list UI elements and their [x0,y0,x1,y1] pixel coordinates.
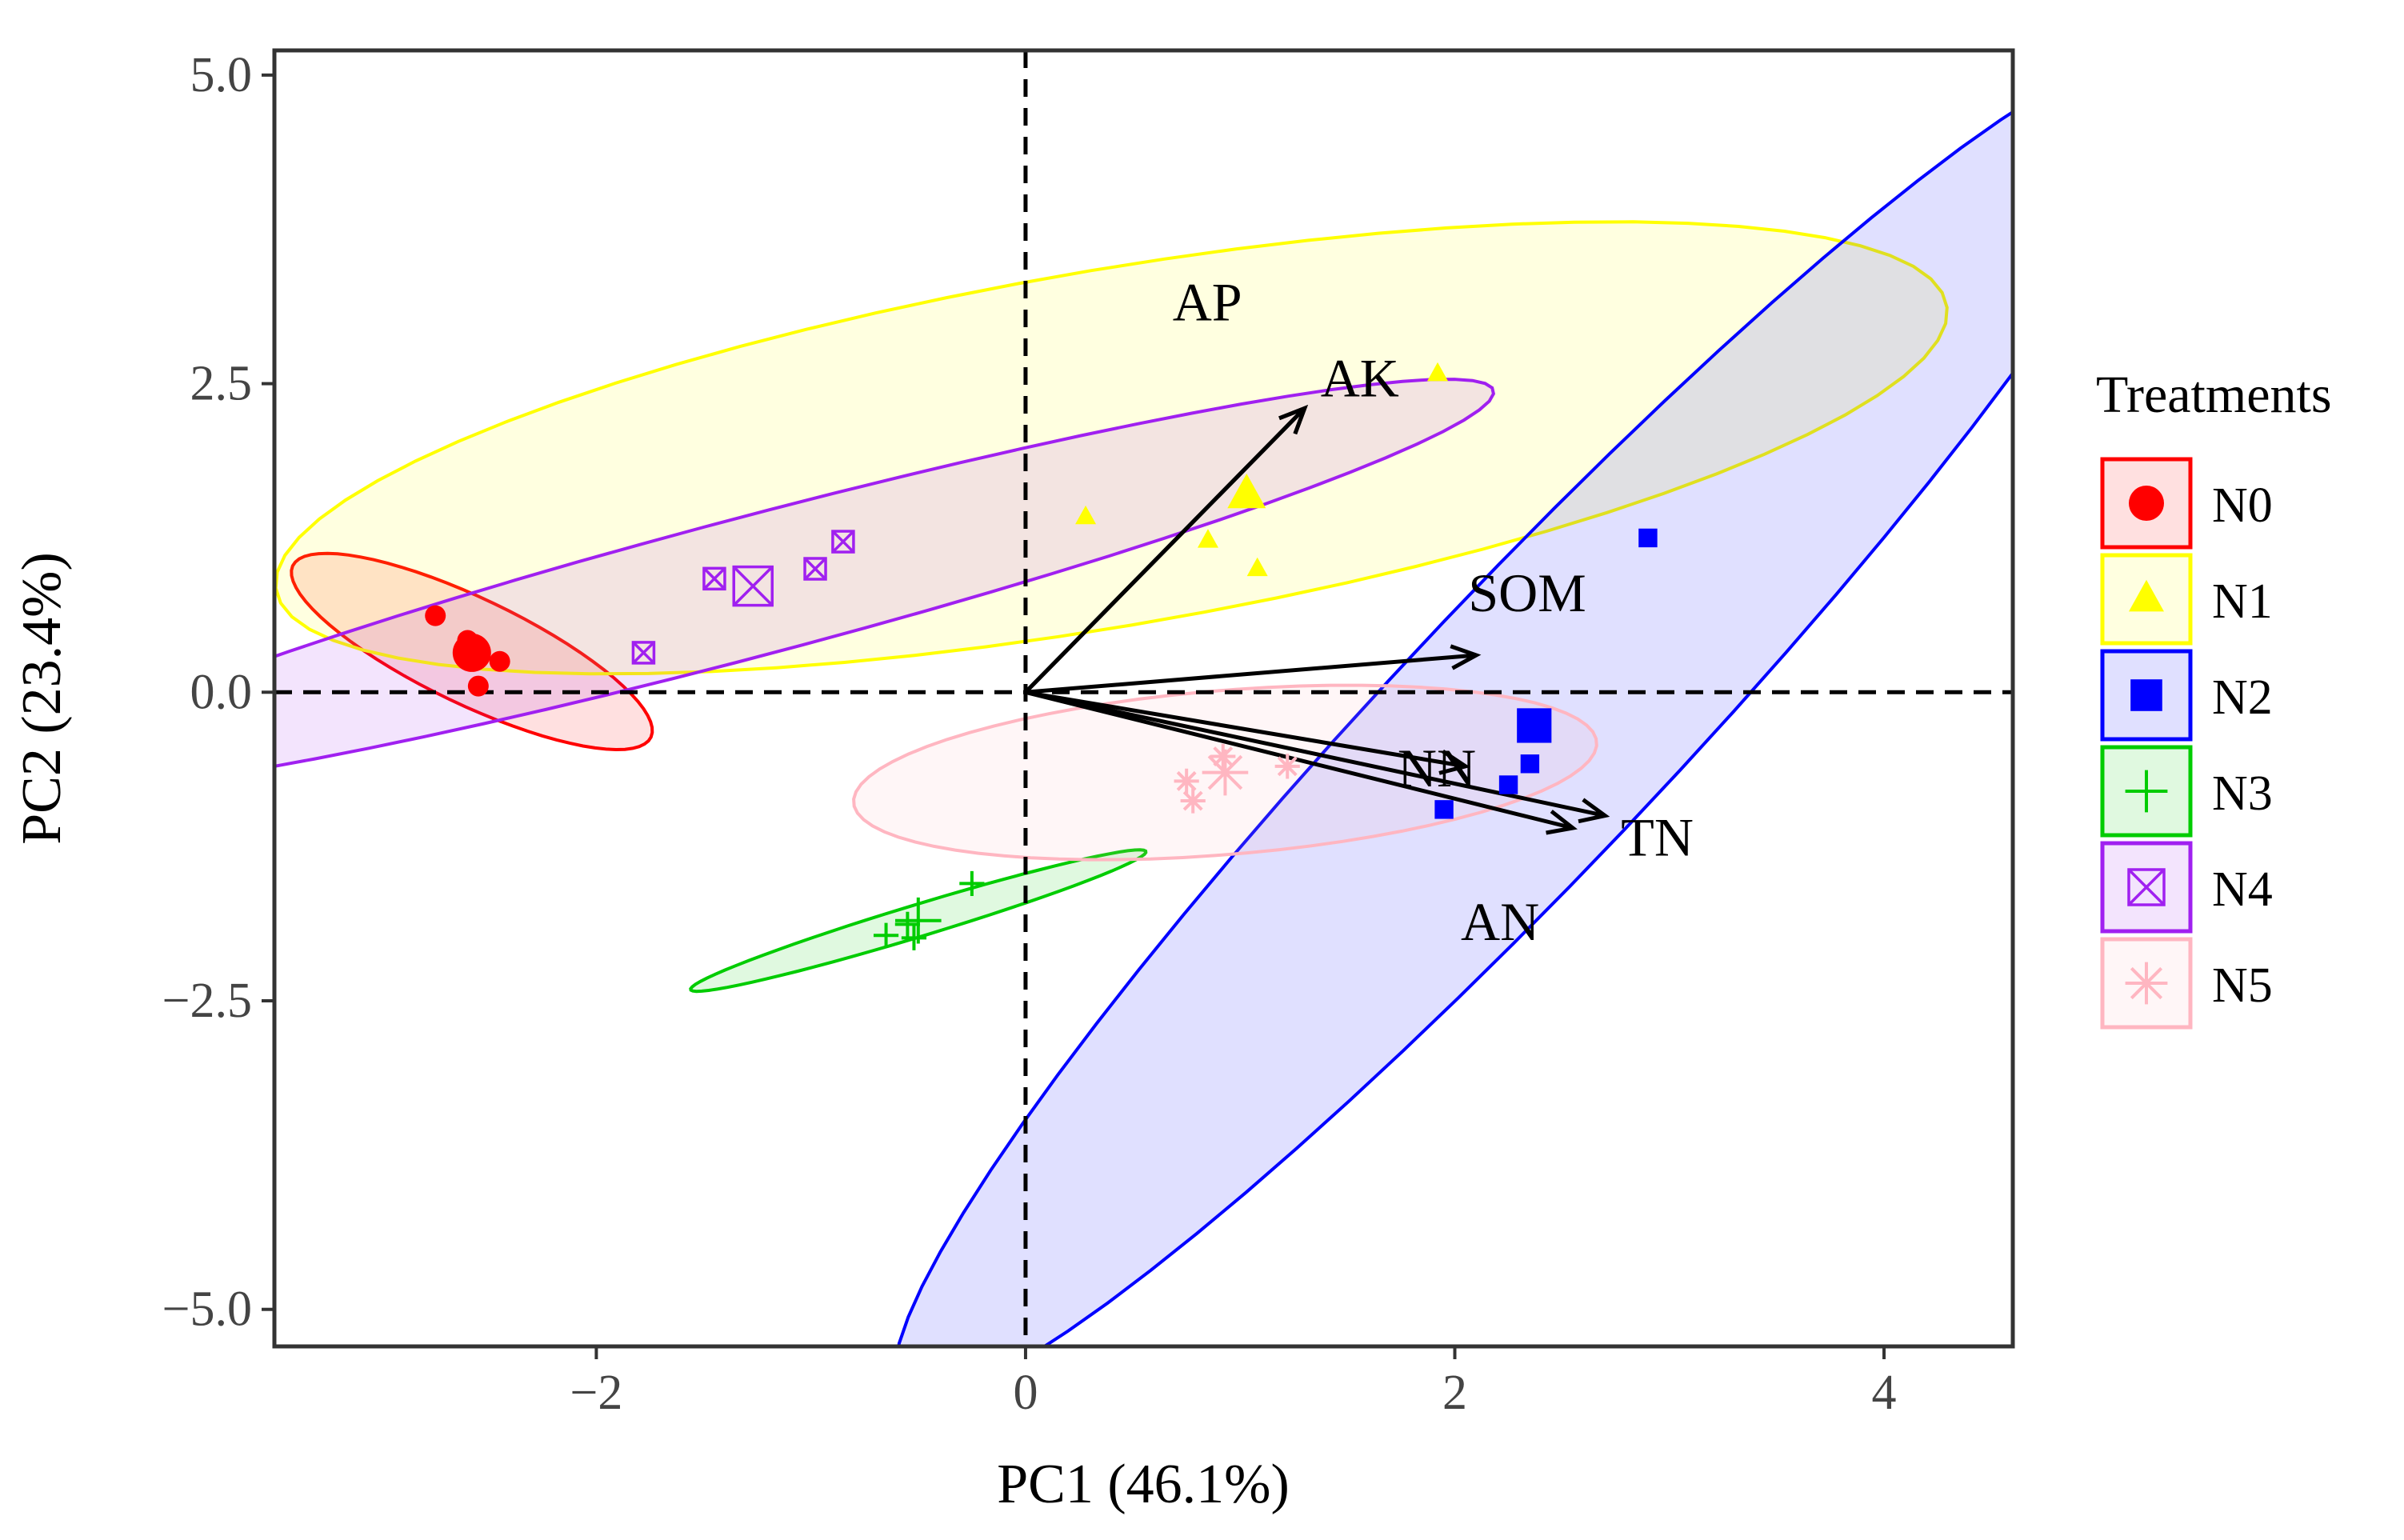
legend-marker-n2 [2130,679,2162,711]
point-n1 [1075,505,1097,525]
point-n1 [1197,529,1218,548]
loading-arrows [1024,405,1610,835]
loading-label-ap: AP [1173,271,1242,332]
legend-label-n4: N4 [2212,862,2273,917]
plot-panel-border [272,48,2015,1349]
x-tick-label: 0 [1013,1366,1038,1420]
loading-arrow-tn [1025,690,1610,824]
point-n2 [1520,754,1540,774]
point-n3 [873,922,899,948]
centroid-n4 [732,565,774,607]
x-axis-title: PC1 (46.1%) [997,1454,1290,1515]
centroid-n1 [1227,474,1266,509]
point-n2 [1434,800,1454,819]
point-n2 [1498,775,1518,794]
ellipse-n4 [274,378,1496,768]
reference-lines [274,50,2013,1346]
ellipse-n2 [897,110,2013,1346]
legend-label-n2: N2 [2212,670,2273,725]
point-n0 [425,605,446,626]
legend: Treatments N0 N1 N2 N3 N4 N5 [2096,366,2332,1030]
loading-label-nn: NN [1398,738,1476,798]
point-n5 [1274,754,1300,779]
loading-label-an: AN [1461,891,1539,952]
x-tick-label: 4 [1872,1366,1897,1420]
legend-marker-n3 [2125,770,2168,813]
legend-key-n4 [2100,841,2193,934]
y-axis-title: PC2 (23.4%) [11,552,73,845]
y-tick-label: −5.0 [162,1282,252,1337]
legend-marker-n4 [2127,868,2166,906]
point-n4 [803,557,827,581]
y-tick-label: 5.0 [190,48,253,102]
loading-arrow-an [1025,690,1578,835]
loading-arrow-nn [1025,690,1470,775]
loading-label-som: SOM [1468,562,1586,623]
point-n1 [1427,362,1449,382]
point-n5 [1174,768,1199,794]
legend-label-n3: N3 [2212,766,2273,821]
axes: −2 0 2 4 5.0 2.5 0.0 −2.5 −5.0 [162,48,1897,1420]
point-n1 [1246,557,1268,577]
loading-label-ak: AK [1321,347,1399,408]
x-tick-label: −2 [570,1366,622,1420]
point-n3 [894,911,920,937]
point-n4 [631,641,656,665]
x-tick-label: 2 [1442,1366,1467,1420]
y-tick-label: 2.5 [190,357,253,411]
data-points [425,362,1658,950]
centroid-n0 [452,633,491,672]
point-n5 [1210,743,1236,770]
point-n4 [831,530,855,554]
point-n3 [901,925,927,950]
point-n2 [1638,528,1658,548]
loading-arrow-ap [1024,405,1308,694]
legend-marker-n1 [2129,579,2164,612]
point-n3 [959,870,985,897]
loading-arrow-som [1025,644,1482,694]
point-n5 [1180,788,1206,814]
legend-title: Treatments [2096,366,2332,424]
confidence-ellipses [274,110,2013,1346]
loading-label-tn: TN [1621,807,1694,868]
point-n4 [702,566,726,591]
legend-marker-n0 [2129,486,2164,521]
legend-marker-n5 [2125,962,2168,1005]
point-n0 [467,675,489,697]
legend-label-n0: N0 [2212,478,2273,533]
ellipse-n1 [274,220,1949,676]
centroid-n3 [895,897,942,944]
legend-label-n5: N5 [2212,958,2273,1013]
centroid-n2 [1517,708,1552,743]
legend-key-n3 [2100,745,2193,838]
point-n0 [489,650,510,672]
legend-label-n1: N1 [2212,574,2273,629]
y-tick-label: 0.0 [190,665,253,719]
y-tick-label: −2.5 [162,974,252,1028]
centroid-n5 [1202,749,1249,796]
loading-labels: AK AP SOM NN AN TN [1173,271,1694,952]
